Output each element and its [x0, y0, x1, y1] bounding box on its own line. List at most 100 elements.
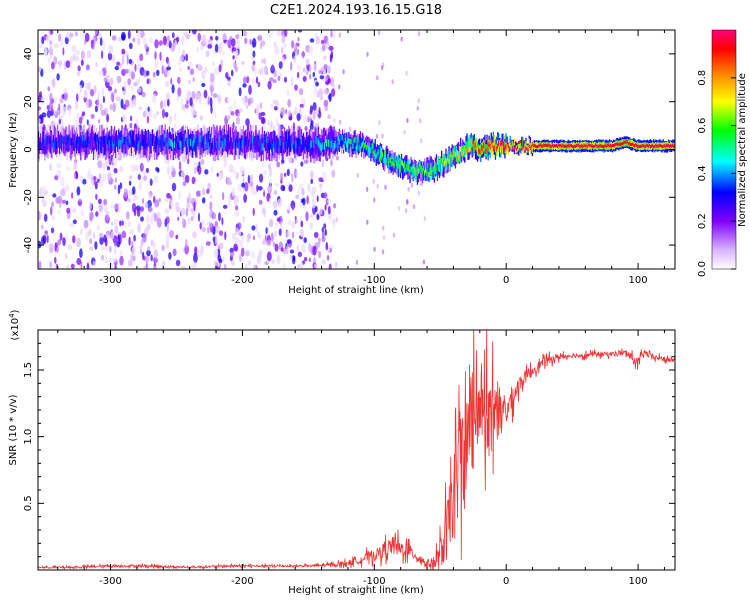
spectrogram-speckle-cell [290, 76, 293, 87]
spectrogram-speckle-cell [51, 61, 55, 70]
spectrogram-ridge-cell [330, 141, 332, 149]
spectrogram-ridge-cell [298, 138, 300, 146]
spectrogram-ridge-cell [395, 160, 397, 167]
spectrogram-ridge-cell [178, 132, 180, 150]
spectrogram-speckle-cell [181, 247, 185, 254]
spectrogram-speckle-cell [137, 223, 142, 233]
spectrogram-speckle-cell [405, 70, 408, 76]
spectrogram-ridge-cell [178, 142, 180, 151]
spectrogram-ridge-cell [144, 134, 146, 143]
spectrogram-speckle-cell [40, 224, 44, 230]
spectrogram-ridge-cell [524, 140, 526, 144]
spectrogram-speckle-cell [241, 182, 246, 188]
spectrogram-speckle-cell [320, 39, 325, 45]
spectrogram-speckle-cell [161, 108, 166, 119]
spectrogram-speckle-cell [286, 230, 291, 238]
spectrogram-speckle-cell [284, 30, 288, 37]
spectrogram-ridge-cell [43, 137, 45, 145]
spectrogram-speckle-cell [293, 256, 296, 262]
spectrogram-ridge-cell [162, 134, 164, 151]
spectrogram-ridge-cell [224, 139, 226, 147]
spectrogram-ridge-cell [382, 152, 384, 165]
spectrogram-ridge-cell [337, 135, 339, 141]
spectrogram-speckle-cell [224, 231, 227, 241]
spectrogram-speckle-cell [72, 235, 76, 244]
spectrogram-ridge-cell [518, 143, 520, 151]
spectrogram-speckle-cell [254, 265, 257, 269]
spectrogram-speckle-cell [319, 95, 324, 101]
spectrogram-speckle-cell [86, 82, 90, 90]
spectrogram-ridge-cell [428, 171, 430, 178]
spectrogram-speckle-cell [165, 80, 170, 88]
spectrogram-ridge-cell [423, 166, 425, 179]
spectrogram-ridge-cell [331, 140, 333, 148]
spectrogram-speckle-cell [41, 112, 47, 118]
spectrogram-speckle-cell [150, 215, 154, 225]
spectrogram-ridge-cell [526, 147, 528, 151]
spectrogram-speckle-cell [89, 89, 95, 97]
spectrogram-ridge-cell [62, 136, 64, 144]
spectrogram-speckle-cell [168, 252, 172, 260]
spectrogram-speckle-cell [114, 217, 118, 227]
spectrogram-ridge-cell [49, 136, 51, 154]
spectrogram-y-tick-label: 40 [23, 48, 34, 61]
spectrogram-speckle-cell [128, 259, 131, 267]
spectrogram-ridge-cell [87, 135, 89, 144]
spectrogram-ridge-cell [644, 145, 646, 149]
spectrogram-speckle-cell [185, 53, 189, 62]
spectrogram-ridge-cell [357, 142, 359, 155]
spectrogram-speckle-cell [272, 99, 278, 105]
spectrogram-ridge-cell [309, 136, 311, 145]
spectrogram-speckle-cell [274, 229, 277, 238]
spectrogram-ridge-cell [531, 145, 534, 153]
spectrogram-ridge-cell [216, 141, 218, 149]
spectrogram-speckle-cell [159, 100, 164, 110]
spectrogram-ridge-cell [398, 163, 401, 176]
spectrogram-ridge-cell [517, 145, 519, 149]
spectrogram-speckle-cell [90, 114, 95, 119]
spectrogram-speckle-cell [38, 118, 41, 124]
spectrogram-speckle-cell [242, 83, 247, 88]
spectrogram-speckle-cell [265, 227, 268, 235]
spectrogram-ridge-cell [101, 136, 103, 154]
spectrogram-ridge-cell [211, 135, 213, 143]
spectrogram-speckle-cell [93, 232, 96, 239]
spectrogram-speckle-cell [138, 181, 142, 191]
spectrogram-speckle-cell [143, 175, 147, 181]
spectrogram-ridge-cell [486, 134, 488, 154]
spectrogram-speckle-cell [89, 238, 93, 245]
spectrogram-ridge-cell [176, 135, 178, 144]
spectrogram-ridge-cell [189, 138, 192, 146]
spectrogram-speckle-cell [154, 199, 160, 208]
spectrogram-ridge-cell [292, 132, 294, 149]
spectrogram-ridge-cell [183, 130, 185, 148]
spectrogram-ridge-cell [426, 170, 428, 177]
spectrogram-ridge-cell [111, 141, 114, 149]
spectrogram-speckle-cell [311, 187, 316, 196]
spectrogram-speckle-cell [291, 231, 295, 239]
spectrogram-speckle-cell [259, 42, 262, 50]
spectrogram-ridge-cell [213, 138, 215, 155]
spectrogram-ridge-cell [494, 139, 497, 145]
spectrogram-ridge-cell [450, 153, 452, 166]
spectrogram-speckle-cell [119, 62, 123, 68]
spectrogram-ridge-cell [399, 157, 402, 169]
spectrogram-speckle-cell [230, 259, 235, 267]
spectrogram-ridge-cell [139, 134, 141, 142]
spectrogram-speckle-cell [209, 97, 213, 107]
spectrogram-speckle-cell [48, 102, 53, 110]
spectrogram-speckle-cell [129, 175, 133, 180]
spectrogram-speckle-cell [65, 200, 69, 205]
spectrogram-ridge-cell [353, 138, 355, 144]
spectrogram-ridge-cell [627, 142, 630, 146]
spectrogram-speckle-cell [318, 250, 321, 259]
spectrogram-ridge-cell [338, 140, 340, 152]
spectrogram-ridge-cell [66, 137, 68, 145]
spectrogram-speckle-cell [47, 57, 52, 64]
spectrogram-ridge-cell [342, 144, 345, 150]
spectrogram-ridge-cell [284, 144, 287, 153]
spectrogram-ridge-cell [493, 145, 496, 151]
spectrogram-ridge-cell [63, 142, 65, 150]
spectrogram-ridge-cell [593, 145, 595, 149]
spectrogram-ridge-cell [153, 142, 155, 151]
